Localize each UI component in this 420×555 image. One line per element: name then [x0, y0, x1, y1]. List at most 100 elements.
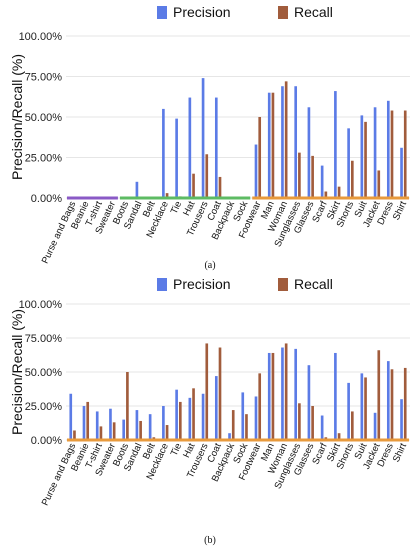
precision-bar — [360, 115, 364, 198]
legend-swatch — [157, 278, 167, 291]
precision-bar — [386, 361, 390, 440]
recall-bar — [284, 81, 288, 198]
precision-bar — [135, 410, 139, 440]
recall-bar — [99, 426, 103, 440]
recall-bar — [218, 347, 222, 440]
recall-bar — [377, 350, 381, 440]
precision-bar — [175, 389, 178, 440]
panel-label: (a) — [204, 260, 215, 271]
recall-bar — [73, 430, 76, 440]
precision-bar — [95, 411, 99, 440]
x-tick-label: Tie — [169, 442, 184, 458]
recall-bar — [377, 170, 381, 198]
precision-bar — [214, 97, 218, 198]
precision-bar — [360, 373, 364, 440]
recall-bar — [298, 152, 301, 198]
legend-swatch — [278, 6, 288, 19]
precision-bar — [334, 91, 337, 198]
recall-bar — [178, 401, 182, 440]
recall-bar — [403, 367, 407, 440]
x-tick-label: Purse and Bags — [40, 441, 79, 507]
x-tick-label: Shirt — [391, 199, 409, 222]
y-axis-label: Precision/Recall (%) — [9, 54, 25, 180]
y-tick-label: 25.00% — [25, 153, 63, 165]
recall-bar — [205, 343, 209, 440]
recall-bar — [112, 422, 116, 440]
y-tick-label: 75.00% — [25, 72, 63, 84]
precision-bar — [188, 97, 192, 198]
legend-label: Recall — [294, 276, 333, 292]
precision-bar — [201, 78, 205, 198]
y-tick-label: 100.00% — [19, 299, 63, 311]
precision-bar — [334, 352, 337, 440]
precision-bar — [122, 419, 126, 440]
precision-bar — [267, 352, 271, 440]
recall-bar — [337, 433, 341, 440]
precision-bar — [373, 107, 377, 198]
recall-bar — [271, 352, 275, 440]
precision-bar — [320, 165, 324, 198]
precision-bar — [175, 118, 178, 198]
recall-bar — [390, 369, 394, 440]
recall-bar — [390, 110, 394, 198]
chart-panel-a: 0.00% 25.00% 50.00% 75.00% 100.00% Precision/… — [9, 4, 410, 271]
recall-bar — [271, 92, 275, 198]
recall-bar — [205, 154, 209, 198]
precision-bar — [109, 408, 112, 440]
precision-bar — [347, 128, 350, 198]
recall-bar — [403, 110, 407, 198]
y-tick-label: 50.00% — [25, 112, 63, 124]
precision-bar — [347, 382, 350, 440]
recall-bar — [245, 414, 248, 440]
recall-bar — [298, 403, 301, 440]
recall-bar — [324, 191, 328, 198]
precision-bar — [373, 412, 377, 440]
precision-bar — [214, 376, 218, 440]
recall-bar — [231, 410, 235, 440]
precision-bar — [228, 433, 231, 440]
panel-label: (b) — [204, 535, 216, 546]
recall-bar — [364, 121, 367, 198]
y-tick-label: 75.00% — [25, 333, 63, 345]
precision-bar — [400, 399, 403, 440]
y-tick-label: 25.00% — [25, 401, 63, 413]
precision-bar — [254, 144, 258, 198]
y-tick-label: 100.00% — [19, 31, 63, 43]
precision-bar — [320, 415, 324, 440]
precision-bar — [135, 181, 139, 198]
chart-panel-b: 0.00% 25.00% 50.00% 75.00% 100.00%Precision/… — [9, 276, 410, 546]
recall-bar — [165, 193, 169, 198]
legend-swatch — [278, 278, 288, 291]
precision-bar — [69, 393, 73, 440]
legend-label: Recall — [294, 4, 333, 20]
recall-bar — [284, 343, 288, 440]
recall-bar — [192, 173, 195, 198]
precision-bar — [294, 348, 298, 440]
precision-bar — [386, 100, 390, 198]
legend-label: Precision — [173, 4, 231, 20]
recall-bar — [126, 372, 129, 440]
y-tick-label: 0.00% — [31, 193, 62, 205]
precision-bar — [267, 92, 271, 198]
precision-bar — [241, 392, 245, 440]
legend-swatch — [157, 6, 167, 19]
precision-bar — [307, 365, 311, 440]
y-axis-label: Precision/Recall (%) — [9, 309, 25, 435]
precision-bar — [307, 107, 311, 198]
recall-bar — [350, 160, 354, 198]
precision-bar — [281, 347, 284, 440]
y-tick-label: 50.00% — [25, 367, 63, 379]
recall-bar — [86, 401, 90, 440]
legend-label: Precision — [173, 276, 231, 292]
precision-bar — [294, 86, 298, 198]
recall-bar — [258, 373, 262, 440]
x-tick-label: Tie — [169, 200, 184, 216]
recall-bar — [192, 388, 195, 440]
precision-bar — [400, 147, 403, 198]
precision-bar — [188, 397, 192, 440]
precision-bar — [281, 86, 284, 198]
recall-bar — [337, 186, 341, 198]
y-tick-label: 0.00% — [31, 435, 62, 447]
recall-bar — [350, 411, 354, 440]
